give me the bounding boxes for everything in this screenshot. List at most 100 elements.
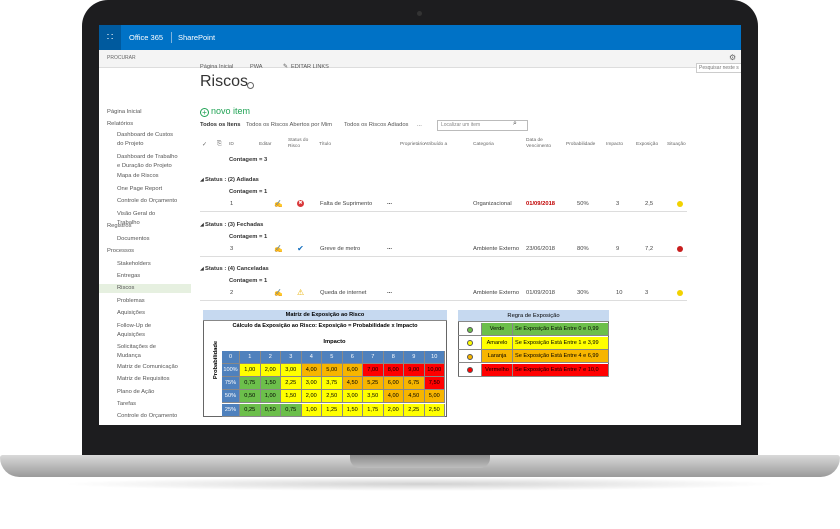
- impact-label: Impacto: [323, 339, 346, 345]
- camera: [417, 11, 422, 16]
- legend-name: Laranja: [482, 350, 513, 363]
- nav-item[interactable]: Dashboard de Trabalho e Duração do Proje…: [117, 154, 178, 169]
- matrix-cell: 1,75: [363, 403, 384, 417]
- nav-item[interactable]: Relatórios: [107, 121, 134, 127]
- column-header[interactable]: Impacto: [606, 142, 624, 147]
- column-header[interactable]: Status do Risco: [288, 138, 309, 149]
- legend-name: Vermelho: [482, 363, 513, 377]
- nav-item[interactable]: Registros: [107, 223, 132, 229]
- row-title[interactable]: Falta de Suprimento: [320, 201, 373, 207]
- nav-item[interactable]: One Page Report: [117, 186, 163, 192]
- breadcrumb-link[interactable]: EDITAR LINKS: [291, 64, 329, 70]
- row-category: Organizacional: [473, 201, 512, 207]
- app-name[interactable]: SharePoint: [178, 33, 216, 42]
- nav-item[interactable]: Tarefas: [117, 401, 137, 407]
- column-header[interactable]: ID: [229, 142, 234, 147]
- row-menu[interactable]: ...: [387, 245, 393, 251]
- column-header[interactable]: Atribuído a: [424, 142, 448, 147]
- nav-item[interactable]: Entregas: [117, 273, 141, 279]
- matrix-cell: 2,25: [281, 377, 302, 391]
- nav-item[interactable]: Aquisições: [117, 310, 146, 316]
- column-header[interactable]: Título: [319, 142, 331, 147]
- app-launcher[interactable]: ∷: [99, 25, 121, 50]
- row-probability: 50%: [577, 201, 589, 207]
- row-separator: [200, 211, 687, 212]
- column-header[interactable]: Exposição: [636, 142, 659, 147]
- matrix-cell: 5,00: [322, 364, 343, 377]
- brand[interactable]: Office 365: [129, 33, 164, 42]
- row-probability: 80%: [577, 246, 589, 252]
- nav-item[interactable]: Stakeholders: [117, 261, 151, 267]
- breadcrumb-link[interactable]: PWA: [250, 64, 263, 70]
- nav-item[interactable]: Solicitações de Mudança: [117, 344, 156, 359]
- row-impact: 10: [616, 290, 623, 296]
- group-count: Contagem = 1: [229, 278, 268, 284]
- row-title[interactable]: Greve de metro: [320, 246, 361, 252]
- nav-item[interactable]: Processos: [107, 248, 135, 254]
- group-toggle[interactable]: ◢: [200, 177, 204, 183]
- column-header[interactable]: Data de Vencimento: [526, 138, 552, 149]
- row-menu[interactable]: ...: [387, 200, 393, 206]
- matrix-header-cell: 6: [342, 351, 363, 364]
- nav-item[interactable]: Página Inicial: [107, 109, 142, 115]
- matrix-subtitle: Cálculo da Exposição ao Risco: Exposição…: [232, 323, 418, 329]
- matrix-cell: 4,00: [301, 364, 322, 377]
- nav-item[interactable]: Controle do Orçamento: [117, 198, 178, 204]
- row-menu[interactable]: ...: [387, 289, 393, 295]
- column-header[interactable]: Probabilidade: [566, 142, 596, 147]
- new-item[interactable]: novo item: [211, 106, 251, 116]
- matrix-cell: 4,50: [342, 377, 363, 391]
- row-title[interactable]: Queda de internet: [320, 290, 367, 296]
- view-link-active[interactable]: Todos os Itens: [200, 122, 241, 128]
- legend-dot-cell: [458, 363, 482, 377]
- nav-item[interactable]: Matriz de Comunicação: [117, 364, 178, 370]
- view-link[interactable]: Todos os Riscos Abertos por Mim: [246, 122, 333, 128]
- view-link[interactable]: ...: [417, 122, 422, 128]
- matrix-cell: 5,25: [363, 377, 384, 391]
- view-link[interactable]: Todos os Riscos Adiados: [344, 122, 409, 128]
- info-icon: [247, 82, 254, 89]
- nav-item[interactable]: Follow-Up de Aquisições: [117, 323, 152, 338]
- nav-item[interactable]: Documentos: [117, 236, 150, 242]
- search-label[interactable]: PROCURAR: [107, 55, 136, 61]
- legend-dot: [467, 353, 473, 360]
- situation-dot: [677, 290, 683, 296]
- nav-item[interactable]: Mapa de Riscos: [117, 173, 159, 179]
- gear[interactable]: ⚙: [729, 53, 737, 62]
- matrix-cell: 0,50: [240, 390, 261, 404]
- nav-item[interactable]: Visão Geral do Trabalho: [117, 211, 156, 226]
- matrix-row-label: 25%: [222, 403, 240, 417]
- matrix-header-cell: 2: [260, 351, 281, 364]
- status-icon: ✖: [297, 200, 304, 207]
- matrix-cell: 2,00: [301, 390, 322, 404]
- nav-item[interactable]: Problemas: [117, 298, 145, 304]
- column-header[interactable]: Editar: [259, 142, 272, 147]
- screen: ∷ Office 365 SharePoint PROCURAR ⚙ Pesquisar …: [99, 25, 741, 425]
- nav-item-selected[interactable]: Riscos: [99, 284, 191, 293]
- find-box[interactable]: Localizar um item: [437, 120, 528, 131]
- matrix-header-cell: 9: [404, 351, 425, 364]
- nav-item[interactable]: Matriz de Requisitos: [117, 376, 170, 382]
- column-header[interactable]: Categoria: [473, 142, 494, 147]
- group-toggle[interactable]: ◢: [200, 222, 204, 228]
- matrix-cell: 9,00: [404, 364, 425, 377]
- matrix-header-cell: 5: [322, 351, 343, 364]
- nav-item[interactable]: Plano de Ação: [117, 389, 155, 395]
- site-search[interactable]: Pesquisar neste s: [696, 63, 741, 73]
- group-header[interactable]: Status : (2) Adiadas: [205, 177, 259, 183]
- nav-item[interactable]: Controle do Orçamento: [117, 413, 178, 419]
- edit-button[interactable]: ✍: [274, 290, 283, 297]
- column-header[interactable]: Situação: [667, 142, 686, 147]
- column-header[interactable]: Proprietário: [400, 142, 425, 147]
- group-header[interactable]: Status : (4) Canceladas: [205, 266, 269, 272]
- group-header[interactable]: Status : (3) Fechadas: [205, 222, 264, 228]
- group-toggle[interactable]: ◢: [200, 266, 204, 272]
- row-separator: [200, 256, 687, 257]
- nav-item[interactable]: Dashboard de Custos do Projeto: [117, 132, 174, 147]
- edit-button[interactable]: ✍: [274, 246, 283, 253]
- breadcrumb-link[interactable]: Página Inicial: [200, 64, 234, 70]
- new-item-icon[interactable]: +: [200, 108, 209, 117]
- matrix-cell: 3,00: [301, 377, 322, 391]
- edit-button[interactable]: ✍: [274, 201, 283, 208]
- situation-dot: [677, 201, 683, 207]
